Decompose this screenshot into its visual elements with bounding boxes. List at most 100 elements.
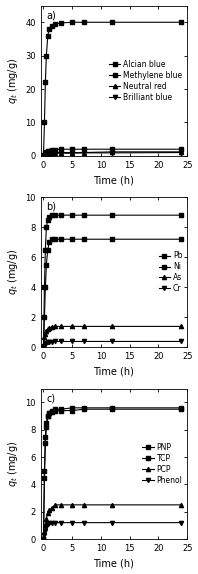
TCP xyxy=(48,410,50,417)
Cr xyxy=(180,338,183,345)
Methylene blue xyxy=(83,146,85,153)
PNP xyxy=(45,420,48,426)
Pb xyxy=(48,213,50,220)
Methylene blue xyxy=(42,153,45,160)
Methylene blue xyxy=(51,146,53,153)
Neutral red xyxy=(111,149,114,156)
Legend: PNP, TCP, PCP, Phenol: PNP, TCP, PCP, Phenol xyxy=(141,442,183,486)
Cr xyxy=(111,338,114,345)
Brilliant blue xyxy=(60,150,62,157)
Ni xyxy=(44,284,47,291)
Cr xyxy=(71,338,73,345)
Line: As: As xyxy=(41,324,184,350)
PNP xyxy=(42,536,45,542)
Cr xyxy=(60,338,62,345)
Ni xyxy=(51,236,53,243)
Phenol xyxy=(54,519,56,526)
Brilliant blue xyxy=(43,152,46,159)
PNP xyxy=(71,405,73,412)
Line: Ni: Ni xyxy=(41,237,184,350)
Ni xyxy=(54,236,56,243)
X-axis label: Time (h): Time (h) xyxy=(93,175,134,185)
Alcian blue xyxy=(60,20,62,26)
PCP xyxy=(83,502,85,509)
PCP xyxy=(71,502,73,509)
Phenol xyxy=(48,519,50,526)
PNP xyxy=(60,406,62,413)
Neutral red xyxy=(54,149,56,156)
Alcian blue xyxy=(44,79,47,86)
Phenol xyxy=(43,532,46,538)
Line: Phenol: Phenol xyxy=(41,521,184,541)
Y-axis label: $q_t$ (mg/g): $q_t$ (mg/g) xyxy=(6,249,20,296)
Pb xyxy=(71,212,73,219)
TCP xyxy=(51,409,53,416)
TCP xyxy=(71,407,73,414)
Methylene blue xyxy=(44,150,47,157)
Line: Brilliant blue: Brilliant blue xyxy=(41,150,184,158)
Neutral red xyxy=(83,149,85,156)
Phenol xyxy=(42,536,45,542)
PNP xyxy=(83,405,85,412)
Methylene blue xyxy=(111,146,114,153)
Methylene blue xyxy=(45,149,48,156)
PCP xyxy=(180,502,183,509)
Text: a): a) xyxy=(47,10,56,20)
TCP xyxy=(45,424,48,430)
As xyxy=(45,328,48,335)
Cr xyxy=(54,338,56,345)
Phenol xyxy=(51,519,53,526)
As xyxy=(60,323,62,330)
Pb xyxy=(51,212,53,219)
Line: TCP: TCP xyxy=(41,407,184,541)
Ni xyxy=(83,236,85,243)
PNP xyxy=(51,407,53,414)
Brilliant blue xyxy=(47,151,49,158)
Alcian blue xyxy=(180,19,183,26)
Y-axis label: $q_t$ (mg/g): $q_t$ (mg/g) xyxy=(6,441,20,487)
PCP xyxy=(42,536,45,542)
Brilliant blue xyxy=(42,153,45,160)
TCP xyxy=(42,536,45,542)
Pb xyxy=(44,246,47,253)
As xyxy=(83,323,85,330)
As xyxy=(180,323,183,330)
Pb xyxy=(60,212,62,219)
Alcian blue xyxy=(54,21,56,28)
Neutral red xyxy=(51,149,53,156)
Alcian blue xyxy=(51,22,53,29)
Neutral red xyxy=(60,149,62,156)
Line: Cr: Cr xyxy=(41,339,184,350)
Y-axis label: $q_t$ (mg/g): $q_t$ (mg/g) xyxy=(6,57,20,104)
TCP xyxy=(60,407,62,414)
Phenol xyxy=(45,523,48,530)
Brilliant blue xyxy=(54,150,56,157)
Brilliant blue xyxy=(111,149,114,156)
Alcian blue xyxy=(45,52,48,59)
Phenol xyxy=(83,519,85,526)
As xyxy=(48,324,50,331)
TCP xyxy=(111,406,114,413)
Alcian blue xyxy=(43,119,46,126)
Line: PNP: PNP xyxy=(41,406,184,541)
PNP xyxy=(43,467,46,474)
Phenol xyxy=(111,519,114,526)
Neutral red xyxy=(47,150,49,157)
As xyxy=(47,326,49,333)
Alcian blue xyxy=(47,32,49,39)
TCP xyxy=(54,407,56,414)
PCP xyxy=(48,507,50,514)
Legend: Alcian blue, Methylene blue, Neutral red, Brilliant blue: Alcian blue, Methylene blue, Neutral red… xyxy=(108,59,183,102)
Brilliant blue xyxy=(71,150,73,157)
As xyxy=(42,344,45,351)
Alcian blue xyxy=(71,19,73,26)
Text: b): b) xyxy=(47,201,56,212)
Cr xyxy=(45,340,48,347)
PCP xyxy=(54,502,56,509)
Neutral red xyxy=(42,153,45,160)
Phenol xyxy=(71,519,73,526)
Ni xyxy=(111,236,114,243)
Methylene blue xyxy=(48,147,50,154)
Methylene blue xyxy=(71,146,73,153)
Line: Neutral red: Neutral red xyxy=(41,150,184,158)
